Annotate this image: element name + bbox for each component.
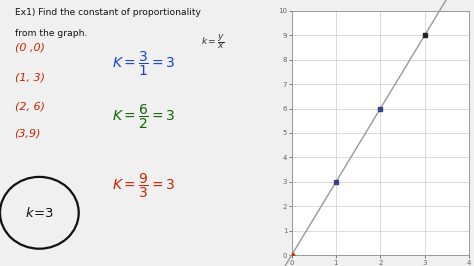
Text: $K = \dfrac{9}{3} = 3$: $K = \dfrac{9}{3} = 3$ xyxy=(112,172,176,200)
Text: Ex1) Find the constant of proportionality: Ex1) Find the constant of proportionalit… xyxy=(15,8,201,17)
Text: (3,9): (3,9) xyxy=(15,128,41,138)
Text: (1, 3): (1, 3) xyxy=(15,72,45,82)
Text: (2, 6): (2, 6) xyxy=(15,101,45,111)
Text: from the graph.: from the graph. xyxy=(15,29,87,38)
Text: $k\!=\!3$: $k\!=\!3$ xyxy=(25,206,54,220)
Text: $K = \dfrac{3}{1} = 3$: $K = \dfrac{3}{1} = 3$ xyxy=(112,50,176,78)
Text: $K = \dfrac{6}{2} = 3$: $K = \dfrac{6}{2} = 3$ xyxy=(112,103,176,131)
Text: $k = \dfrac{y}{x}$: $k = \dfrac{y}{x}$ xyxy=(201,32,225,51)
Text: (0 ,0): (0 ,0) xyxy=(15,43,45,53)
